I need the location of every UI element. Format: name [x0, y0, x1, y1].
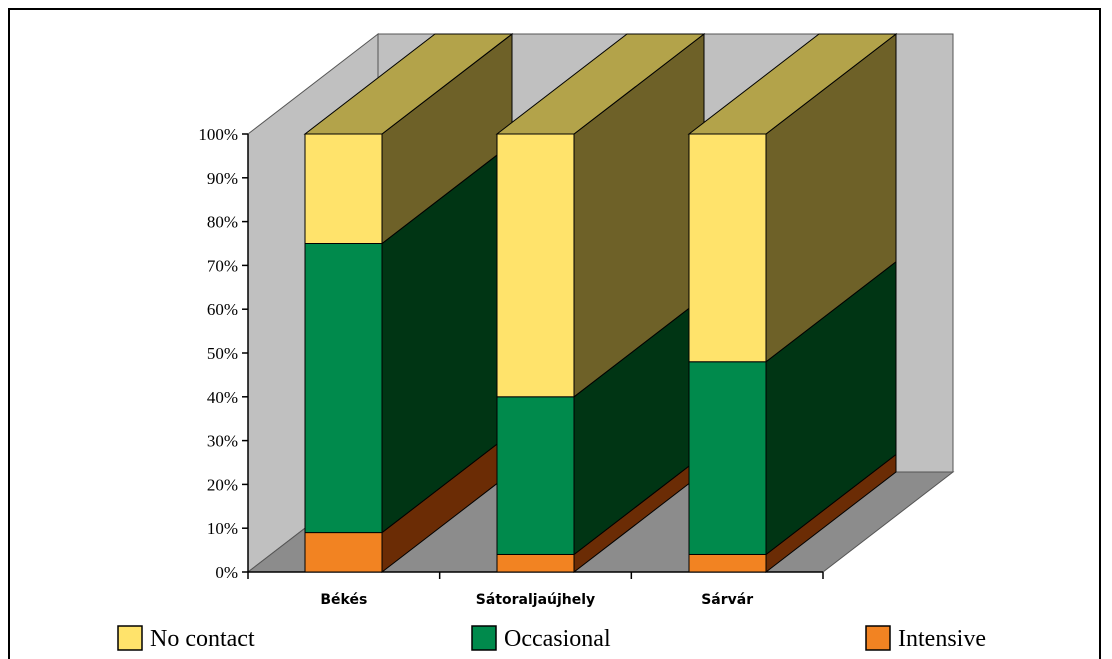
x-category-label: Sárvár — [701, 592, 753, 608]
y-tick-label: 20% — [207, 475, 238, 494]
bar-stacks — [303, 32, 898, 574]
bar-stack — [687, 32, 898, 574]
chart-frame — [8, 8, 1101, 659]
x-category-label: Sátoraljaújhely — [476, 592, 595, 608]
legend-swatch — [865, 625, 891, 651]
bar-segment — [496, 396, 575, 555]
bar-segment — [496, 553, 575, 573]
bar-segment — [496, 133, 575, 398]
y-tick-label: 100% — [198, 125, 238, 144]
y-tick-label: 80% — [207, 213, 238, 232]
legend-label: Occasional — [504, 626, 611, 652]
bar-stack — [303, 32, 514, 574]
y-tick-label: 60% — [207, 300, 238, 319]
bar-segment — [304, 532, 383, 573]
y-tick-label: 30% — [207, 432, 238, 451]
legend-label: No contact — [150, 626, 255, 652]
legend-swatch — [117, 625, 143, 651]
y-tick-label: 50% — [207, 344, 238, 363]
x-category-label: Békés — [320, 592, 367, 608]
bar-top-face — [303, 33, 514, 135]
bar-segment — [688, 553, 767, 573]
bar-segment — [688, 133, 767, 363]
y-tick-label: 10% — [207, 519, 238, 538]
bar-segment — [304, 243, 383, 534]
bar-segment — [688, 361, 767, 555]
y-tick-label: 70% — [207, 256, 238, 275]
chart-legend: No contact Occasional Intensive — [117, 625, 986, 652]
bar-top-face — [495, 33, 706, 135]
legend-swatch — [471, 625, 497, 651]
y-tick-label: 0% — [215, 563, 238, 582]
bar-segment — [304, 133, 383, 244]
bar-stack — [495, 32, 706, 574]
y-tick-label: 40% — [207, 388, 238, 407]
legend-label: Intensive — [898, 626, 986, 652]
y-tick-label: 90% — [207, 169, 238, 188]
bar-top-face — [687, 33, 898, 135]
x-axis-labels: Békés Sátoraljaújhely Sárvár — [320, 592, 753, 608]
